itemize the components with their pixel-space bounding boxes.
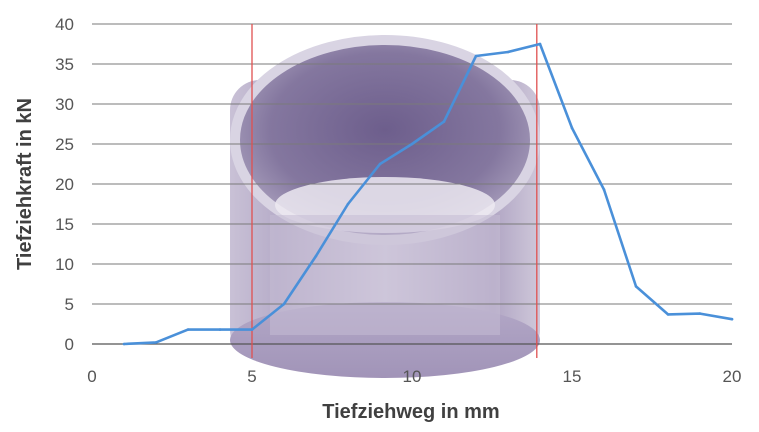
data-point [634, 285, 638, 288]
x-tick-label: 5 [247, 367, 256, 386]
data-point [474, 54, 478, 58]
y-tick-label: 40 [55, 15, 74, 34]
x-tick-labels: 0 5 10 15 20 [87, 367, 741, 386]
vertical-markers [251, 24, 538, 358]
data-point [602, 188, 606, 191]
y-tick-label: 5 [65, 295, 74, 314]
data-point [730, 317, 734, 321]
x-tick-label: 15 [563, 367, 582, 386]
x-tick-label: 10 [403, 367, 422, 386]
data-point [410, 142, 414, 146]
data-point [314, 254, 318, 258]
y-tick-label: 15 [55, 215, 74, 234]
y-tick-label: 20 [55, 175, 74, 194]
x-tick-label: 0 [87, 367, 96, 386]
y-tick-label: 30 [55, 95, 74, 114]
y-tick-label: 10 [55, 255, 74, 274]
x-tick-label: 20 [723, 367, 742, 386]
data-point [506, 50, 510, 54]
data-point [538, 42, 542, 46]
data-point [250, 328, 254, 331]
data-point [570, 126, 574, 130]
data-point [346, 202, 350, 206]
data-point [154, 341, 158, 344]
data-point [378, 162, 382, 166]
data-point [186, 328, 190, 331]
y-tick-labels: 0 5 10 15 20 25 30 35 40 [55, 15, 74, 354]
data-series [122, 42, 734, 346]
grid-lines [92, 23, 732, 305]
x-axis-title: Tiefziehweg in mm [322, 401, 499, 423]
y-axis-title: Tiefziehkraft in kN [14, 98, 36, 270]
data-point [218, 328, 222, 331]
cup-photo [230, 35, 540, 378]
y-tick-label: 0 [65, 335, 74, 354]
data-point [442, 120, 446, 123]
y-tick-label: 35 [55, 55, 74, 74]
data-point [122, 342, 126, 346]
data-point [698, 312, 702, 315]
series-line-1 [122, 42, 734, 346]
y-tick-label: 25 [55, 135, 74, 154]
data-point [282, 302, 286, 306]
data-point [666, 313, 670, 316]
